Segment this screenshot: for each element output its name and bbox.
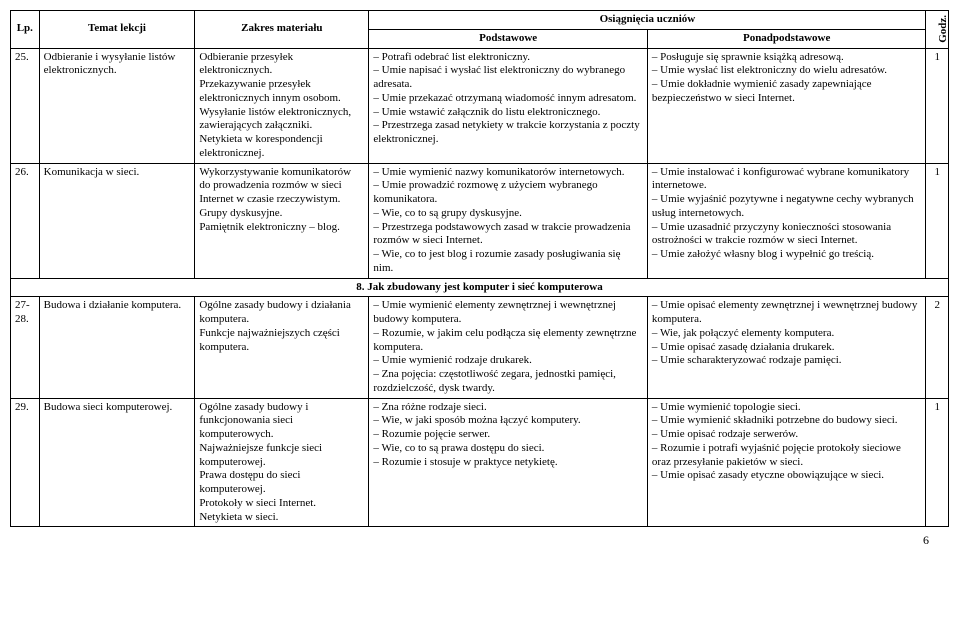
- cell-godz: 2: [926, 297, 949, 398]
- cell-ponad: – Umie opisać elementy zewnętrznej i wew…: [647, 297, 926, 398]
- head-podst: Podstawowe: [369, 29, 648, 48]
- page-number: 6: [10, 527, 949, 548]
- cell-zakres: Wykorzystywanie komunikatorów do prowadz…: [195, 163, 369, 278]
- header-row-1: Lp. Temat lekcji Zakres materiału Osiągn…: [11, 11, 949, 30]
- cell-godz: 1: [926, 48, 949, 163]
- cell-godz: 1: [926, 163, 949, 278]
- row-26: 26. Komunikacja w sieci. Wykorzystywanie…: [11, 163, 949, 278]
- curriculum-table: Lp. Temat lekcji Zakres materiału Osiągn…: [10, 10, 949, 527]
- cell-temat: Budowa sieci komputerowej.: [39, 398, 195, 527]
- cell-podst: – Zna różne rodzaje sieci.– Wie, w jaki …: [369, 398, 648, 527]
- cell-lp: 26.: [11, 163, 40, 278]
- row-29: 29. Budowa sieci komputerowej. Ogólne za…: [11, 398, 949, 527]
- cell-podst: – Potrafi odebrać list elektroniczny.– U…: [369, 48, 648, 163]
- cell-godz: 1: [926, 398, 949, 527]
- cell-ponad: – Umie wymienić topologie sieci.– Umie w…: [647, 398, 926, 527]
- cell-podst: – Umie wymienić nazwy komunikatorów inte…: [369, 163, 648, 278]
- head-ponad: Ponadpodstawowe: [647, 29, 926, 48]
- head-zakres: Zakres materiału: [195, 11, 369, 49]
- cell-zakres: Ogólne zasady budowy i funkcjonowania si…: [195, 398, 369, 527]
- section-8-title: 8. Jak zbudowany jest komputer i sieć ko…: [11, 278, 949, 297]
- row-25: 25. Odbieranie i wysyłanie listów elektr…: [11, 48, 949, 163]
- head-godz: Godz.: [926, 11, 949, 49]
- head-lp: Lp.: [11, 11, 40, 49]
- cell-temat: Budowa i działanie komputera.: [39, 297, 195, 398]
- cell-temat: Odbieranie i wysyłanie listów elektronic…: [39, 48, 195, 163]
- cell-temat: Komunikacja w sieci.: [39, 163, 195, 278]
- cell-lp: 25.: [11, 48, 40, 163]
- cell-zakres: Ogólne zasady budowy i działania kompute…: [195, 297, 369, 398]
- cell-lp: 29.: [11, 398, 40, 527]
- cell-ponad: – Posługuje się sprawnie książką adresow…: [647, 48, 926, 163]
- cell-podst: – Umie wymienić elementy zewnętrznej i w…: [369, 297, 648, 398]
- row-27-28: 27-28. Budowa i działanie komputera. Ogó…: [11, 297, 949, 398]
- head-temat: Temat lekcji: [39, 11, 195, 49]
- cell-lp: 27-28.: [11, 297, 40, 398]
- head-osiag: Osiągnięcia uczniów: [369, 11, 926, 30]
- cell-ponad: – Umie instalować i konfigurować wybrane…: [647, 163, 926, 278]
- cell-zakres: Odbieranie przesyłek elektronicznych.Prz…: [195, 48, 369, 163]
- section-8-row: 8. Jak zbudowany jest komputer i sieć ko…: [11, 278, 949, 297]
